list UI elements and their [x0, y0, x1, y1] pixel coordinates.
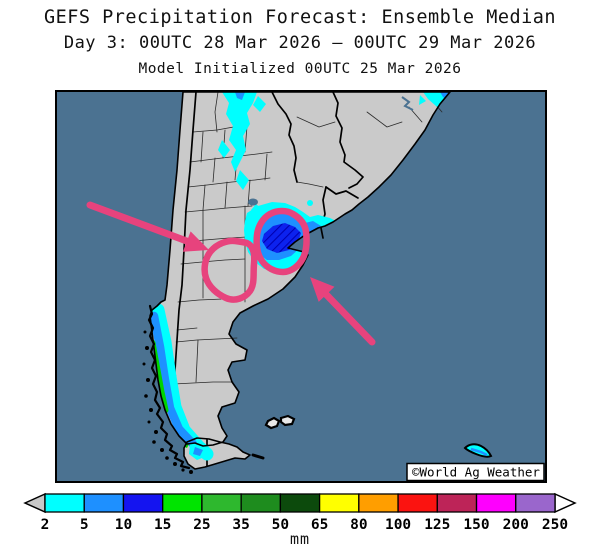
isla-de-los-estados — [251, 453, 265, 460]
country-borders — [172, 92, 364, 467]
colorbar-tick-label: 250 — [542, 517, 568, 533]
annotation-arrow-se-head — [310, 277, 335, 302]
colorbar-tick-label: 150 — [463, 517, 489, 533]
colorbar-cell — [279, 493, 321, 513]
colorbar-over-arrow — [554, 492, 577, 514]
river-mark — [401, 96, 414, 111]
annotation-loop-left — [201, 237, 258, 303]
colorbar-tick-label: 5 — [80, 517, 89, 533]
colorbar-tick-label: 50 — [272, 517, 289, 533]
page-title: GEFS Precipitation Forecast: Ensemble Me… — [43, 7, 557, 28]
colorbar-tick-label: 80 — [350, 517, 367, 533]
colorbar-tick-label: 65 — [311, 517, 328, 533]
map-canvas: ©World Ag Weather — [86, 92, 545, 481]
colorbar-tick-label: 2 — [41, 517, 50, 533]
colorbar-tick-label: 15 — [154, 517, 171, 533]
colorbar-cell — [44, 493, 85, 513]
falkland-islands — [264, 414, 296, 430]
chilean-archipelago — [142, 304, 193, 474]
annotations — [86, 201, 376, 346]
annotation-arrow-west-head — [182, 231, 209, 252]
lake-mar-chiquita — [248, 198, 258, 206]
south-georgia-island — [463, 443, 493, 458]
colorbar-cell — [122, 493, 164, 513]
valid-period-subtitle: Day 3: 00UTC 28 Mar 2026 – 00UTC 29 Mar … — [63, 33, 537, 53]
legend-unit-label: mm — [289, 530, 311, 548]
credit-text: ©World Ag Weather — [412, 465, 540, 480]
colorbar-cell — [358, 493, 399, 513]
annotation-arrow-west-shaft — [86, 201, 196, 247]
colorbar-cell — [240, 493, 282, 513]
colorbar-cell — [83, 493, 125, 513]
credit-watermark: ©World Ag Weather — [406, 462, 545, 481]
model-init-subtitle: Model Initialized 00UTC 25 Mar 2026 — [138, 61, 462, 77]
tierra-del-fuego-outline — [183, 437, 251, 470]
colorbar-tick-label: 200 — [503, 517, 529, 533]
colorbar-cell — [515, 493, 556, 513]
colorbar-cell — [318, 493, 360, 513]
colorbar-cell — [436, 493, 478, 513]
colorbar-tick-label: 125 — [424, 517, 450, 533]
colorbar-tick-label: 25 — [193, 517, 210, 533]
annotation-loop-right — [253, 207, 310, 276]
colorbar-under-arrow — [23, 492, 46, 514]
annotation-arrow-se-shaft — [315, 283, 376, 346]
landmass — [150, 92, 450, 469]
colorbar-cell — [201, 493, 242, 513]
colorbar-tick-label: 100 — [385, 517, 411, 533]
colorbar-cell — [397, 493, 438, 513]
colorbar-tick-label: 10 — [115, 517, 132, 533]
colorbar-cell — [162, 493, 203, 513]
legend-colorbar: 2 5 10 15 25 35 50 65 80 100 125 150 200 250 — [23, 492, 577, 533]
colorbar-tick-label: 35 — [232, 517, 249, 533]
precipitation-map: ©World Ag Weather — [55, 90, 547, 483]
colorbar-cell — [475, 493, 517, 513]
